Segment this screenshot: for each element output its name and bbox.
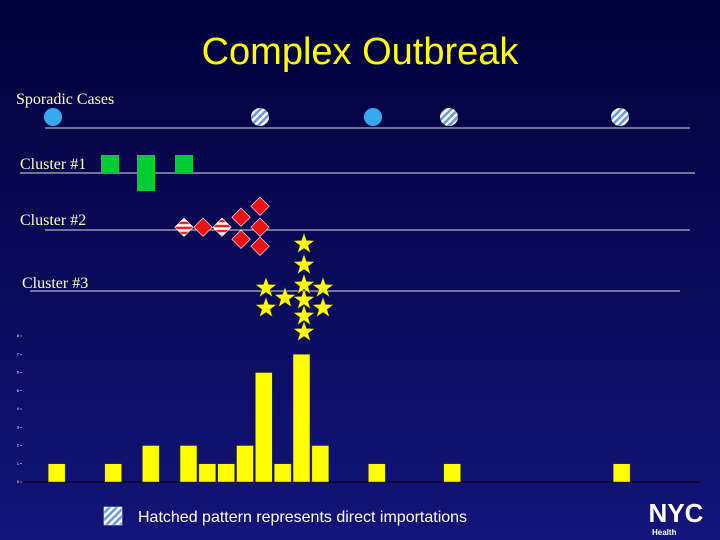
legend-swatch: [103, 506, 123, 526]
bar: [273, 463, 292, 483]
y-tick-label: 1: [17, 461, 20, 466]
bar: [198, 463, 217, 483]
y-tick-label: 7: [17, 351, 20, 356]
y-tick-label: 6: [17, 370, 20, 375]
y-tick-label: 8: [17, 333, 20, 338]
bar: [443, 463, 461, 483]
bar: [255, 372, 273, 483]
footnote: Hatched pattern represents direct import…: [138, 509, 467, 526]
bar: [179, 445, 198, 483]
y-tick-label: 5: [17, 388, 20, 393]
cluster-1: [101, 155, 193, 191]
bar: [292, 354, 311, 483]
row-label: Cluster #2: [20, 212, 86, 229]
bar: [217, 463, 235, 483]
bar: [368, 463, 386, 483]
logo: NYC: [649, 498, 704, 528]
epi-curve: 0 1 2 3 4 5 6 7 8: [17, 333, 700, 484]
bar: [612, 463, 631, 483]
cluster-2: [174, 196, 270, 256]
y-tick-label: 3: [17, 424, 20, 429]
bar: [142, 445, 160, 483]
logo-sub: Health: [652, 528, 677, 537]
bar: [236, 445, 254, 483]
row-label: Cluster #1: [20, 156, 86, 173]
sporadic-cases: [44, 108, 629, 126]
bar: [104, 463, 122, 483]
y-tick-label: 2: [17, 443, 20, 448]
bar: [311, 445, 330, 483]
row-lines: [20, 127, 695, 292]
y-tick-label: 0: [17, 479, 20, 484]
y-tick-label: 4: [17, 406, 20, 411]
row-label: Sporadic Cases: [16, 91, 114, 108]
row-label: Cluster #3: [22, 275, 88, 292]
title: Complex Outbreak: [202, 31, 520, 73]
bar: [47, 463, 66, 483]
